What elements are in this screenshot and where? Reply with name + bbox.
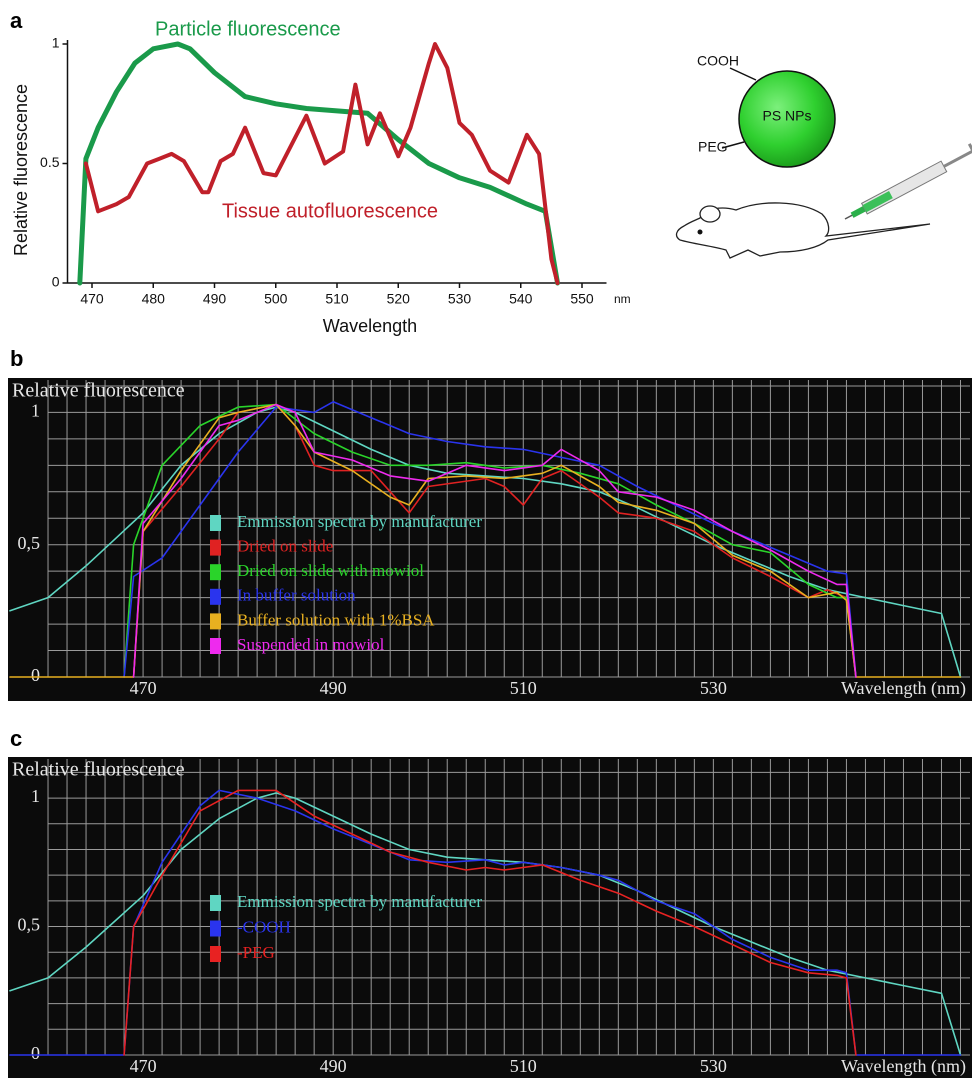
x-tick-label: 480 — [142, 291, 166, 307]
series-line — [9, 792, 962, 1056]
panel: a 0 0.5 1 470 480 490 500 510 520 530 540 550 Wavelen… — [10, 8, 631, 336]
connector — [729, 67, 757, 81]
legend-swatch — [210, 588, 221, 605]
series-line — [9, 403, 962, 678]
schematic: COOH PS NPs PEG — [675, 53, 972, 259]
legend-swatch — [210, 564, 221, 581]
legend-label: Suspended in mowiol — [237, 635, 385, 654]
y-axis-title: Relative fluorescence — [12, 759, 185, 781]
x-tick-label: 510 — [510, 1056, 537, 1076]
diagram-label: COOH — [697, 53, 739, 69]
mouse-eye — [697, 229, 703, 235]
legend-label: -COOH — [237, 917, 291, 936]
x-tick-label: 510 — [325, 291, 349, 307]
x-axis-title: Wavelength — [323, 316, 417, 336]
series-line — [9, 406, 962, 678]
panel: c 0 0,5 1 470 490 510 530 Relative fluorescence W… — [8, 726, 972, 1078]
panel-label: c — [10, 726, 22, 751]
x-tick-label: 490 — [203, 291, 227, 307]
y-tick-label: 0.5 — [40, 154, 60, 170]
x-axis-unit: nm — [614, 292, 631, 306]
series-line — [83, 42, 560, 285]
legend-swatch — [210, 946, 221, 962]
legend-label: Emmission spectra by manufacturer — [237, 892, 482, 911]
legend-swatch — [210, 920, 221, 937]
x-tick-label: 470 — [80, 291, 104, 307]
y-tick-label: 1 — [31, 401, 40, 421]
y-tick-label: 0,5 — [18, 533, 41, 553]
legend-swatch — [210, 515, 221, 531]
legend-label: Dried on slide — [237, 537, 333, 556]
y-tick-label: 0 — [31, 1043, 40, 1063]
x-tick-label: 530 — [448, 291, 472, 307]
series-label: Particle fluorescence — [155, 18, 341, 40]
panel-label: b — [10, 346, 23, 371]
y-axis-title: Relative fluorescence — [11, 84, 31, 256]
diagram-label: PEG — [698, 139, 728, 155]
x-tick-label: 550 — [570, 291, 594, 307]
mouse-ear — [699, 205, 721, 223]
y-tick-label: 1 — [31, 786, 40, 806]
mouse — [675, 202, 931, 259]
plot-background — [8, 378, 972, 701]
series-line — [123, 403, 857, 678]
series-line — [77, 41, 560, 286]
x-tick-label: 530 — [700, 678, 727, 698]
x-tick-label: 510 — [510, 678, 537, 698]
legend-swatch — [210, 638, 221, 654]
x-tick-label: 530 — [700, 1056, 727, 1076]
legend-label: -PEG — [237, 943, 275, 962]
connector — [721, 141, 745, 149]
x-axis-title: Wavelength (nm) — [841, 678, 966, 699]
legend-label: Buffer solution with 1%BSA — [237, 610, 435, 629]
panel-label: a — [10, 8, 23, 33]
x-tick-label: 490 — [320, 1056, 347, 1076]
diagram-label: PS NPs — [762, 108, 811, 124]
panel: b 0 0,5 1 470 490 510 530 Relative fluorescence W… — [8, 346, 972, 701]
series-line — [9, 789, 962, 1056]
y-tick-label: 1 — [52, 35, 60, 51]
x-axis-title: Wavelength (nm) — [841, 1056, 966, 1077]
x-tick-label: 500 — [264, 291, 288, 307]
x-tick-label: 490 — [320, 678, 347, 698]
series-label: Tissue autofluorescence — [222, 200, 438, 222]
y-tick-label: 0 — [52, 274, 60, 290]
legend-label: In buffer solution — [237, 586, 356, 605]
y-axis-title: Relative fluorescence — [12, 380, 185, 402]
legend-swatch — [210, 539, 221, 556]
series-line — [123, 789, 857, 1056]
x-tick-label: 520 — [387, 291, 411, 307]
y-tick-label: 0 — [31, 665, 40, 685]
series-line — [123, 401, 857, 678]
legend-label: Emmission spectra by manufacturer — [237, 512, 482, 531]
nanoparticle — [738, 70, 836, 168]
legend-swatch — [210, 895, 221, 911]
x-tick-label: 470 — [130, 1056, 157, 1076]
series-line — [132, 403, 857, 678]
legend-label: Dried on slide with mowiol — [237, 561, 424, 580]
legend-swatch — [210, 613, 221, 630]
syringe — [844, 143, 972, 220]
x-tick-label: 470 — [130, 678, 157, 698]
y-tick-label: 0,5 — [18, 915, 41, 935]
x-tick-label: 540 — [509, 291, 533, 307]
plot-background — [8, 757, 972, 1078]
